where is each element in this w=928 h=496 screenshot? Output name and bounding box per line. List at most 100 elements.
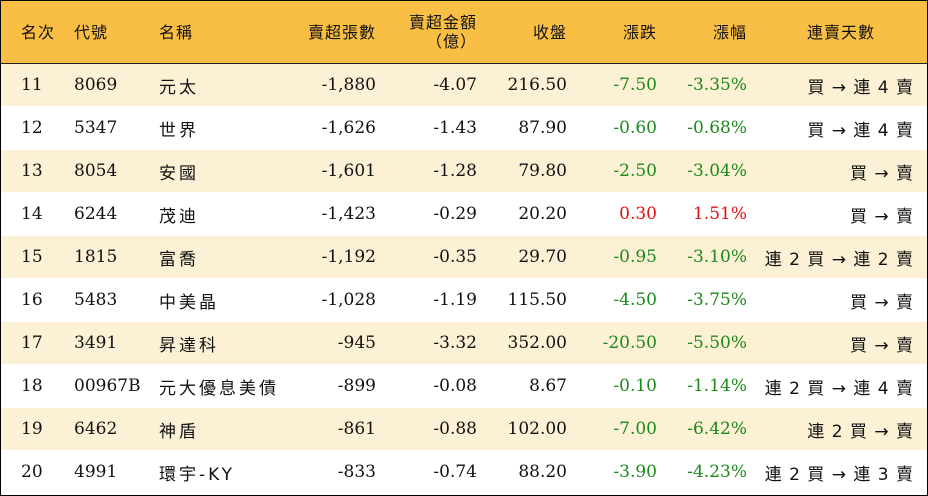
code-cell: 1815 xyxy=(74,247,118,267)
name-cell: 神盾 xyxy=(159,421,199,442)
net-sell-lots-cell: -1,880 xyxy=(321,75,376,95)
table-row: 16 5483 中美晶 -1,028 -1.19 115.50 -4.50 -3.75% 買 →… xyxy=(1,279,927,322)
streak-cell: 買 → 賣 xyxy=(849,335,914,356)
change-cell: -3.90 xyxy=(613,462,657,482)
streak-cell: 買 → 賣 xyxy=(849,292,914,313)
net-sell-lots-cell: -899 xyxy=(337,376,376,396)
close-cell: 102.00 xyxy=(507,419,567,439)
net-sell-amount-cell: -0.74 xyxy=(433,462,477,482)
change-pct-cell: 1.51% xyxy=(692,204,747,224)
change-pct-cell: -3.75% xyxy=(687,290,747,310)
close-cell: 29.70 xyxy=(518,247,567,267)
rank-cell: 14 xyxy=(21,204,43,224)
streak-cell: 買 → 賣 xyxy=(849,206,914,227)
header-net-sell-amount-unit: （億） xyxy=(425,32,477,51)
change-pct-cell: -6.42% xyxy=(687,419,747,439)
header-close: 收盤 xyxy=(532,22,567,42)
table-row: 19 6462 神盾 -861 -0.88 102.00 -7.00 -6.42% 連 2 買 … xyxy=(1,408,927,451)
header-net-sell-amount: 賣超金額 （億） xyxy=(381,1,477,63)
streak-cell: 連 2 買 → 連 2 賣 xyxy=(764,249,914,270)
change-pct-cell: -1.14% xyxy=(687,376,747,396)
net-sell-amount-cell: -0.88 xyxy=(433,419,477,439)
close-cell: 87.90 xyxy=(518,118,567,138)
header-name: 名稱 xyxy=(159,22,194,42)
net-sell-amount-cell: -0.29 xyxy=(433,204,477,224)
rank-cell: 13 xyxy=(21,161,43,181)
header-streak: 連賣天數 xyxy=(806,22,875,42)
code-cell: 00967B xyxy=(74,376,141,396)
net-sell-lots-cell: -1,028 xyxy=(321,290,376,310)
net-sell-lots-cell: -1,192 xyxy=(321,247,376,267)
net-sell-lots-cell: -945 xyxy=(337,333,376,353)
table-row: 15 1815 富喬 -1,192 -0.35 29.70 -0.95 -3.10% 連 2 買… xyxy=(1,236,927,279)
net-sell-lots-cell: -1,626 xyxy=(321,118,376,138)
name-cell: 富喬 xyxy=(159,249,199,270)
code-cell: 8054 xyxy=(74,161,118,181)
change-pct-cell: -3.04% xyxy=(687,161,747,181)
change-cell: 0.30 xyxy=(619,204,657,224)
close-cell: 20.20 xyxy=(518,204,567,224)
header-rank: 名次 xyxy=(21,22,56,42)
name-cell: 元太 xyxy=(159,77,199,98)
code-cell: 5347 xyxy=(74,118,118,138)
name-cell: 安國 xyxy=(159,163,199,184)
table-row: 13 8054 安國 -1,601 -1.28 79.80 -2.50 -3.04% 買 → 賣 xyxy=(1,150,927,193)
net-sell-lots-cell: -1,423 xyxy=(321,204,376,224)
rank-cell: 17 xyxy=(21,333,43,353)
change-pct-cell: -3.35% xyxy=(687,75,747,95)
code-cell: 3491 xyxy=(74,333,118,353)
close-cell: 115.50 xyxy=(507,290,567,310)
change-cell: -7.00 xyxy=(613,419,657,439)
header-net-sell-amount-title: 賣超金額 xyxy=(408,13,477,32)
streak-cell: 連 2 買 → 賣 xyxy=(807,421,914,442)
rank-cell: 12 xyxy=(21,118,43,138)
rank-cell: 16 xyxy=(21,290,43,310)
close-cell: 88.20 xyxy=(518,462,567,482)
close-cell: 79.80 xyxy=(518,161,567,181)
name-cell: 世界 xyxy=(159,120,199,141)
table-row: 18 00967B 元大優息美債 -899 -0.08 8.67 -0.10 -1.14% 連 … xyxy=(1,365,927,408)
table-row: 17 3491 昇達科 -945 -3.32 352.00 -20.50 -5.50% 買 → … xyxy=(1,322,927,365)
net-sell-amount-cell: -1.28 xyxy=(433,161,477,181)
header-change: 漲跌 xyxy=(622,22,657,42)
net-sell-lots-cell: -1,601 xyxy=(321,161,376,181)
net-sell-lots-cell: -861 xyxy=(337,419,376,439)
change-cell: -7.50 xyxy=(613,75,657,95)
header-net-sell-lots: 賣超張數 xyxy=(307,22,376,42)
net-sell-amount-cell: -1.43 xyxy=(433,118,477,138)
net-sell-amount-cell: -1.19 xyxy=(433,290,477,310)
name-cell: 昇達科 xyxy=(159,335,219,356)
streak-cell: 買 → 連 4 賣 xyxy=(807,120,914,141)
change-pct-cell: -0.68% xyxy=(687,118,747,138)
streak-cell: 連 2 買 → 連 4 賣 xyxy=(764,378,914,399)
code-cell: 4991 xyxy=(74,462,118,482)
name-cell: 茂迪 xyxy=(159,206,199,227)
change-cell: -0.60 xyxy=(613,118,657,138)
code-cell: 8069 xyxy=(74,75,118,95)
close-cell: 8.67 xyxy=(529,376,567,396)
rank-cell: 11 xyxy=(21,75,43,95)
change-cell: -0.95 xyxy=(613,247,657,267)
rank-cell: 18 xyxy=(21,376,43,396)
table-header: 名次 代號 名稱 賣超張數 賣超金額 （億） 收盤 漲跌 漲幅 連賣天數 xyxy=(1,1,927,64)
rank-cell: 15 xyxy=(21,247,43,267)
streak-cell: 買 → 賣 xyxy=(849,163,914,184)
streak-cell: 連 2 買 → 連 3 賣 xyxy=(764,464,914,485)
table-row: 12 5347 世界 -1,626 -1.43 87.90 -0.60 -0.68% 買 → 連… xyxy=(1,107,927,150)
header-change-pct: 漲幅 xyxy=(712,22,747,42)
net-sell-lots-cell: -833 xyxy=(337,462,376,482)
rank-cell: 19 xyxy=(21,419,43,439)
name-cell: 中美晶 xyxy=(159,292,219,313)
table-row: 14 6244 茂迪 -1,423 -0.29 20.20 0.30 1.51% 買 → 賣 xyxy=(1,193,927,236)
net-sell-amount-cell: -4.07 xyxy=(433,75,477,95)
close-cell: 216.50 xyxy=(507,75,567,95)
change-cell: -4.50 xyxy=(613,290,657,310)
streak-cell: 買 → 連 4 賣 xyxy=(807,77,914,98)
change-pct-cell: -3.10% xyxy=(687,247,747,267)
name-cell: 元大優息美債 xyxy=(159,378,279,399)
net-sell-amount-cell: -0.08 xyxy=(433,376,477,396)
change-pct-cell: -5.50% xyxy=(687,333,747,353)
rank-cell: 20 xyxy=(21,462,43,482)
close-cell: 352.00 xyxy=(507,333,567,353)
table-row: 20 4991 環宇-KY -833 -0.74 88.20 -3.90 -4.23% 連 2 … xyxy=(1,451,927,494)
